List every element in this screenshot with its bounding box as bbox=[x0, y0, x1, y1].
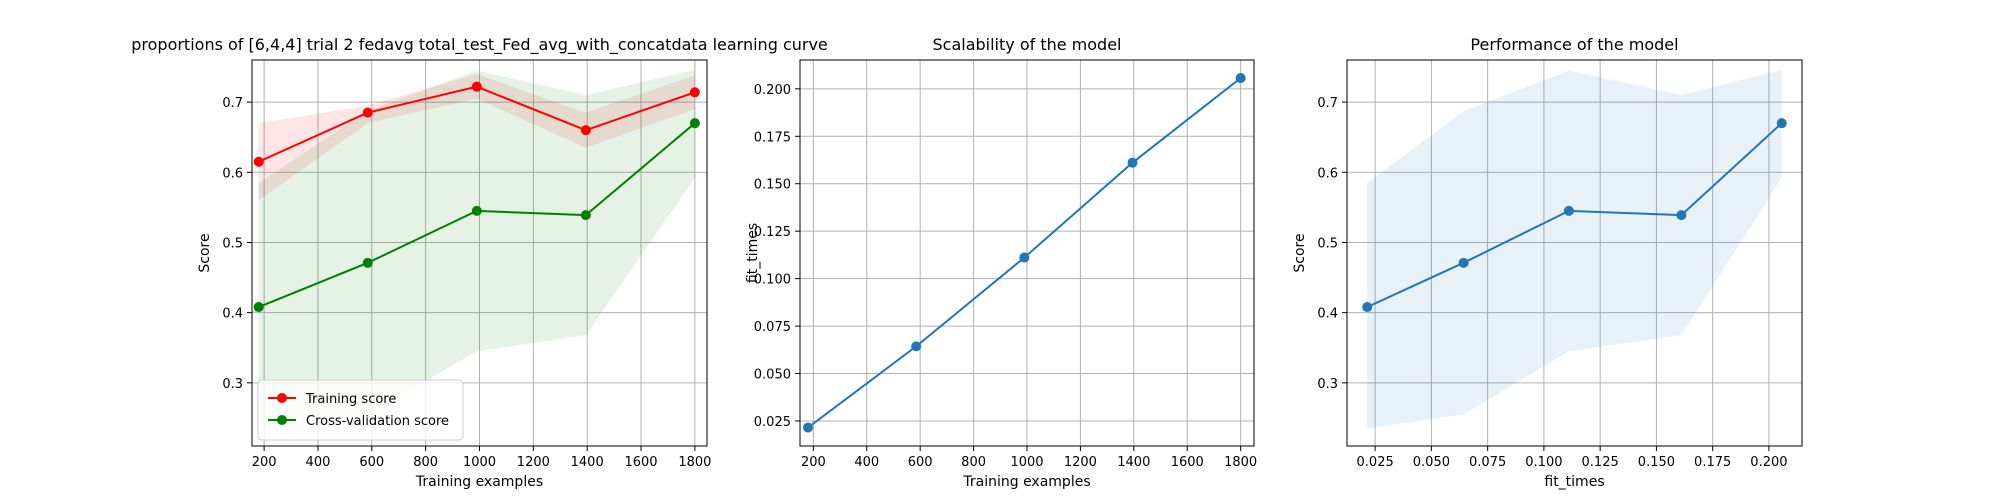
x-tick-label: 0.175 bbox=[1694, 455, 1731, 470]
data-point bbox=[471, 81, 482, 92]
y-axis-label: Score bbox=[197, 233, 213, 272]
x-tick-label: 1200 bbox=[517, 455, 550, 470]
gridlines bbox=[252, 60, 707, 446]
x-tick-label: 1800 bbox=[678, 455, 711, 470]
x-tick-label: 1400 bbox=[1117, 455, 1150, 470]
y-tick-label: 0.4 bbox=[222, 307, 243, 322]
x-tick-label: 1600 bbox=[624, 455, 657, 470]
y-tick-label: 0.025 bbox=[754, 415, 791, 430]
x-tick-label: 1000 bbox=[463, 455, 496, 470]
y-tick-label: 0.3 bbox=[222, 377, 243, 392]
chart-title: proportions of [6,4,4] trial 2 fedavg to… bbox=[131, 35, 828, 55]
x-tick-label: 400 bbox=[854, 455, 879, 470]
gridlines bbox=[800, 60, 1254, 446]
x-tick-label: 0.075 bbox=[1469, 455, 1506, 470]
data-point bbox=[911, 341, 922, 352]
legend-swatch-marker bbox=[277, 415, 287, 425]
y-tick-label: 0.7 bbox=[222, 96, 243, 111]
x-tick-label: 400 bbox=[306, 455, 331, 470]
y-tick-label: 0.5 bbox=[1317, 236, 1338, 251]
x-tick-label: 0.050 bbox=[1413, 455, 1450, 470]
data-point bbox=[253, 156, 264, 167]
data-point bbox=[1235, 73, 1246, 84]
data-point bbox=[253, 302, 264, 313]
x-tick-label: 1200 bbox=[1064, 455, 1097, 470]
y-tick-label: 0.125 bbox=[754, 225, 791, 240]
x-tick-label: 0.200 bbox=[1750, 455, 1787, 470]
gridlines bbox=[1347, 60, 1802, 446]
y-tick-label: 0.100 bbox=[754, 273, 791, 288]
chart-title: Scalability of the model bbox=[933, 35, 1122, 54]
y-tick-label: 0.7 bbox=[1317, 96, 1338, 111]
x-tick-label: 600 bbox=[359, 455, 384, 470]
chart-3: 0.025 0.050 0.075 0.100 0.125 0.150 0.175 0.200… bbox=[1292, 35, 1803, 490]
y-axis-label: Score bbox=[1292, 233, 1308, 272]
x-tick-label: 200 bbox=[801, 455, 826, 470]
data-point bbox=[1676, 210, 1687, 221]
data-point bbox=[803, 422, 814, 433]
chart-title: Performance of the model bbox=[1470, 35, 1678, 54]
x-axis-label: Training examples bbox=[415, 474, 543, 490]
y-tick-label: 0.6 bbox=[1317, 166, 1338, 181]
data-point bbox=[362, 257, 373, 268]
x-tick-label: 0.125 bbox=[1582, 455, 1619, 470]
y-tick-label: 0.200 bbox=[754, 83, 791, 98]
chart-2: 200 400 600 800 1000 1200 1400 1600 1800 0.025 0.0… bbox=[745, 35, 1257, 490]
legend-swatch-marker bbox=[277, 393, 287, 403]
data-point bbox=[1563, 205, 1574, 216]
data-point bbox=[1776, 118, 1787, 129]
confidence-band-2 bbox=[258, 69, 695, 429]
legend-box bbox=[257, 379, 464, 441]
x-tick-label: 0.025 bbox=[1357, 455, 1394, 470]
data-point bbox=[1362, 302, 1373, 313]
y-tick-label: 0.050 bbox=[754, 368, 791, 383]
data-point bbox=[1458, 257, 1469, 268]
x-tick-label: 1600 bbox=[1171, 455, 1204, 470]
y-tick-label: 0.4 bbox=[1317, 307, 1338, 322]
y-tick-label: 0.6 bbox=[222, 166, 243, 181]
x-tick-label: 1800 bbox=[1224, 455, 1257, 470]
axes-frame bbox=[1346, 59, 1803, 447]
x-tick-label: 1000 bbox=[1010, 455, 1043, 470]
y-tick-label: 0.3 bbox=[1317, 377, 1338, 392]
y-axis-label: fit_times bbox=[745, 223, 761, 283]
x-tick-label: 800 bbox=[413, 455, 438, 470]
x-tick-label: 0.150 bbox=[1638, 455, 1675, 470]
data-point bbox=[1019, 252, 1030, 263]
x-tick-label: 200 bbox=[252, 455, 277, 470]
y-tick-label: 0.5 bbox=[222, 236, 243, 251]
y-tick-label: 0.175 bbox=[754, 130, 791, 145]
y-tick-label: 0.075 bbox=[754, 320, 791, 335]
chart-1: 200 400 600 800 1000 1200 1400 1600 1800 0.3 0.4 0.… bbox=[131, 35, 828, 490]
x-axis-label: Training examples bbox=[962, 474, 1090, 490]
data-point bbox=[1127, 157, 1138, 168]
legend-label: Cross-validation score bbox=[306, 414, 449, 429]
data-point bbox=[580, 210, 591, 221]
legend: Training score Cross-validation score bbox=[257, 379, 464, 441]
x-tick-label: 1400 bbox=[571, 455, 604, 470]
x-tick-label: 0.100 bbox=[1525, 455, 1562, 470]
data-point bbox=[580, 125, 591, 136]
x-tick-label: 800 bbox=[961, 455, 986, 470]
data-point bbox=[471, 205, 482, 216]
y-tick-label: 0.150 bbox=[754, 178, 791, 193]
data-point bbox=[689, 87, 700, 98]
data-point bbox=[362, 107, 373, 118]
confidence-band-1 bbox=[1367, 69, 1782, 429]
data-point bbox=[689, 118, 700, 129]
x-axis-label: fit_times bbox=[1544, 474, 1604, 490]
legend-label: Training score bbox=[305, 392, 396, 407]
x-tick-label: 600 bbox=[908, 455, 933, 470]
confidence-band-1 bbox=[258, 74, 695, 201]
